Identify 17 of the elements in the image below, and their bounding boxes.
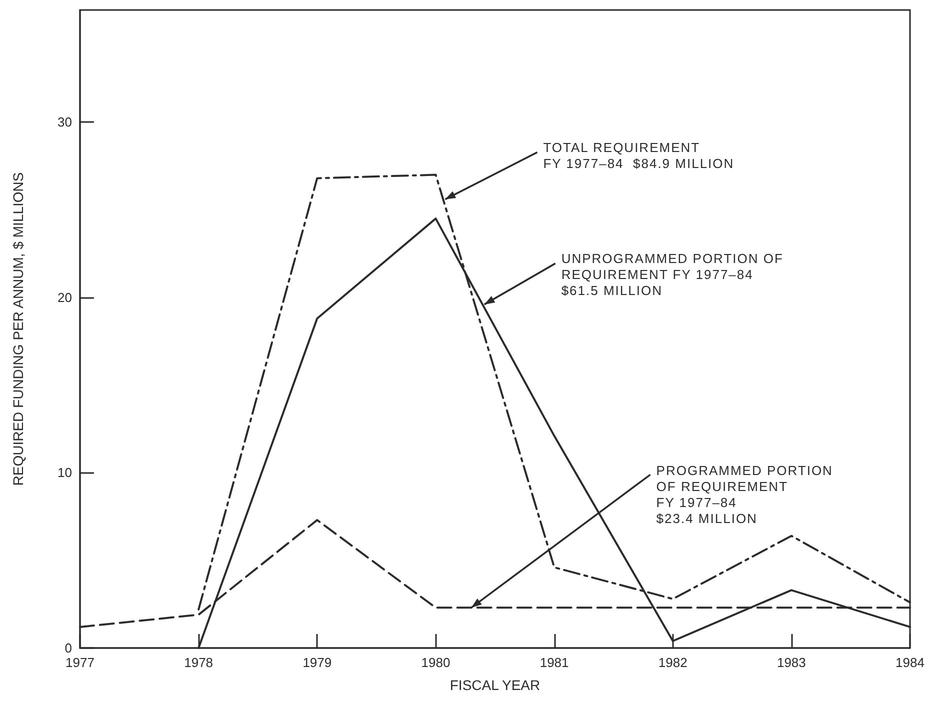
annotation: PROGRAMMED PORTION OF REQUIREMENT FY 1977–84 $23.4 MILLION <box>656 462 833 527</box>
annotation: UNPROGRAMMED PORTION OF REQUIREMENT FY 1977–84 $61.5 MILLION <box>561 251 784 300</box>
x-tick-label: 1978 <box>184 655 214 670</box>
x-tick-label: 1983 <box>776 655 806 670</box>
x-tick-label: 1977 <box>66 655 94 670</box>
annotation: TOTAL REQUIREMENT FY 1977–84 $84.9 MILLION <box>543 140 734 172</box>
x-tick-label: 1982 <box>658 655 688 670</box>
x-tick-label: 1984 <box>896 655 924 670</box>
y-tick-label: 10 <box>58 465 72 480</box>
y-axis-title: REQUIRED FUNDING PER ANNUM, $ MILLIONS <box>10 172 26 486</box>
x-tick-label: 1980 <box>421 655 450 670</box>
y-tick-label: 20 <box>58 290 72 305</box>
x-axis-title: FISCAL YEAR <box>450 677 540 693</box>
x-tick-label: 1979 <box>302 655 332 670</box>
x-tick-label: 1981 <box>540 655 569 670</box>
y-tick-label: 0 <box>64 640 72 656</box>
y-tick-label: 30 <box>58 114 72 130</box>
